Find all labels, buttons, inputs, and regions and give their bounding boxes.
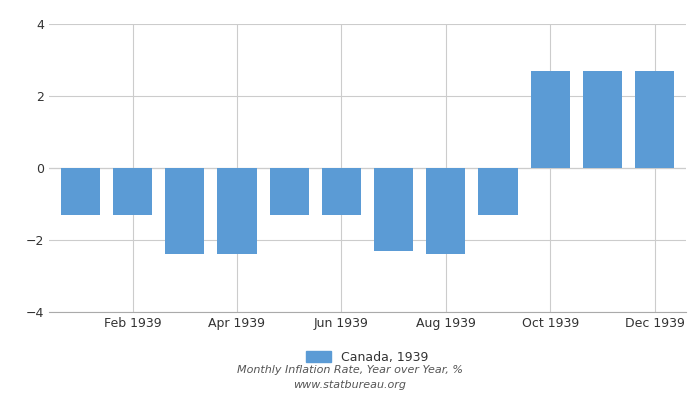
Bar xyxy=(583,71,622,168)
Bar xyxy=(61,168,100,215)
Bar xyxy=(635,71,674,168)
Bar xyxy=(479,168,517,215)
Bar xyxy=(270,168,309,215)
Bar xyxy=(218,168,256,254)
Text: Monthly Inflation Rate, Year over Year, %: Monthly Inflation Rate, Year over Year, … xyxy=(237,365,463,375)
Bar xyxy=(322,168,361,215)
Bar xyxy=(165,168,204,254)
Legend: Canada, 1939: Canada, 1939 xyxy=(301,346,434,369)
Bar xyxy=(531,71,570,168)
Bar xyxy=(374,168,413,251)
Text: www.statbureau.org: www.statbureau.org xyxy=(293,380,407,390)
Bar xyxy=(113,168,152,215)
Bar xyxy=(426,168,466,254)
